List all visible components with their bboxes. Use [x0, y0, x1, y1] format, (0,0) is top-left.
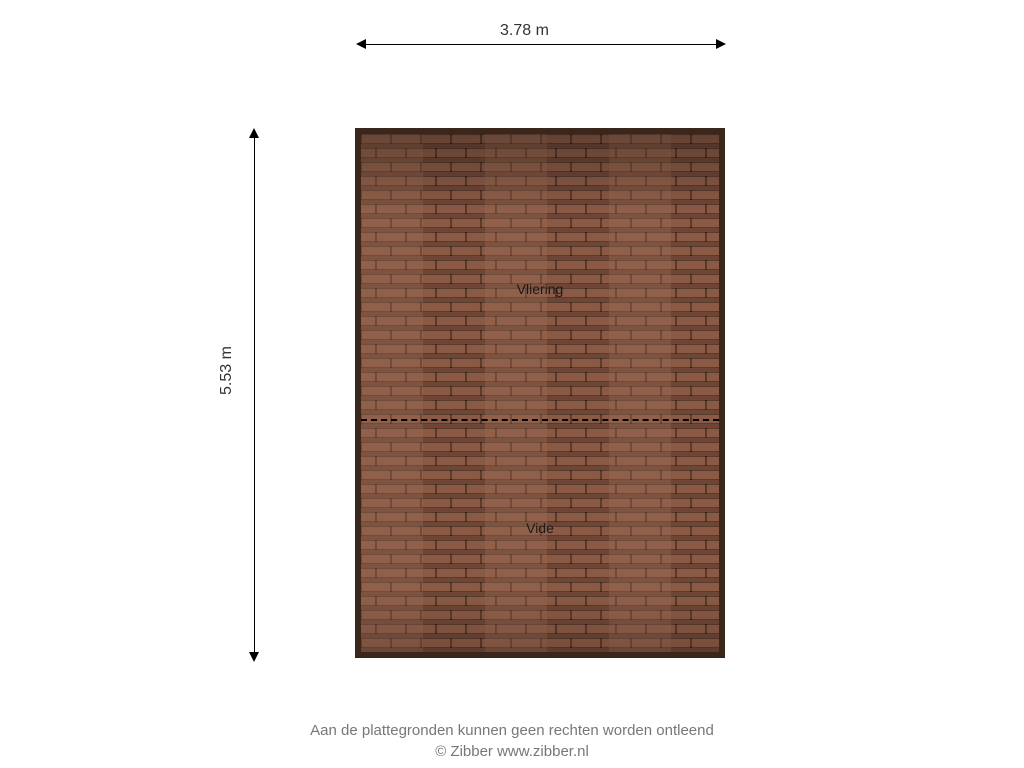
footer-disclaimer: Aan de plattegronden kunnen geen rechten…: [0, 720, 1024, 762]
dim-height-line: [254, 130, 255, 660]
room-label-vide: Vide: [361, 520, 719, 536]
floorplan-canvas: 3.78 m 5.53 m Vliering Vide Aan de platt…: [0, 0, 1024, 768]
dim-height-arrow-down: [249, 652, 259, 662]
room-label-vliering: Vliering: [361, 281, 719, 297]
dim-width-label: 3.78 m: [500, 22, 549, 40]
roof-tile-pattern: [361, 134, 719, 652]
dim-height-arrow-up: [249, 128, 259, 138]
dim-width-arrow-left: [356, 39, 366, 49]
dim-width-arrow-right: [716, 39, 726, 49]
footer-line2: © Zibber www.zibber.nl: [0, 741, 1024, 762]
dim-height-label: 5.53 m: [218, 346, 236, 395]
room-divider-dashed: [361, 419, 719, 421]
footer-line1: Aan de plattegronden kunnen geen rechten…: [0, 720, 1024, 741]
roof-plan: Vliering Vide: [355, 128, 725, 658]
dim-width-line: [358, 44, 724, 45]
